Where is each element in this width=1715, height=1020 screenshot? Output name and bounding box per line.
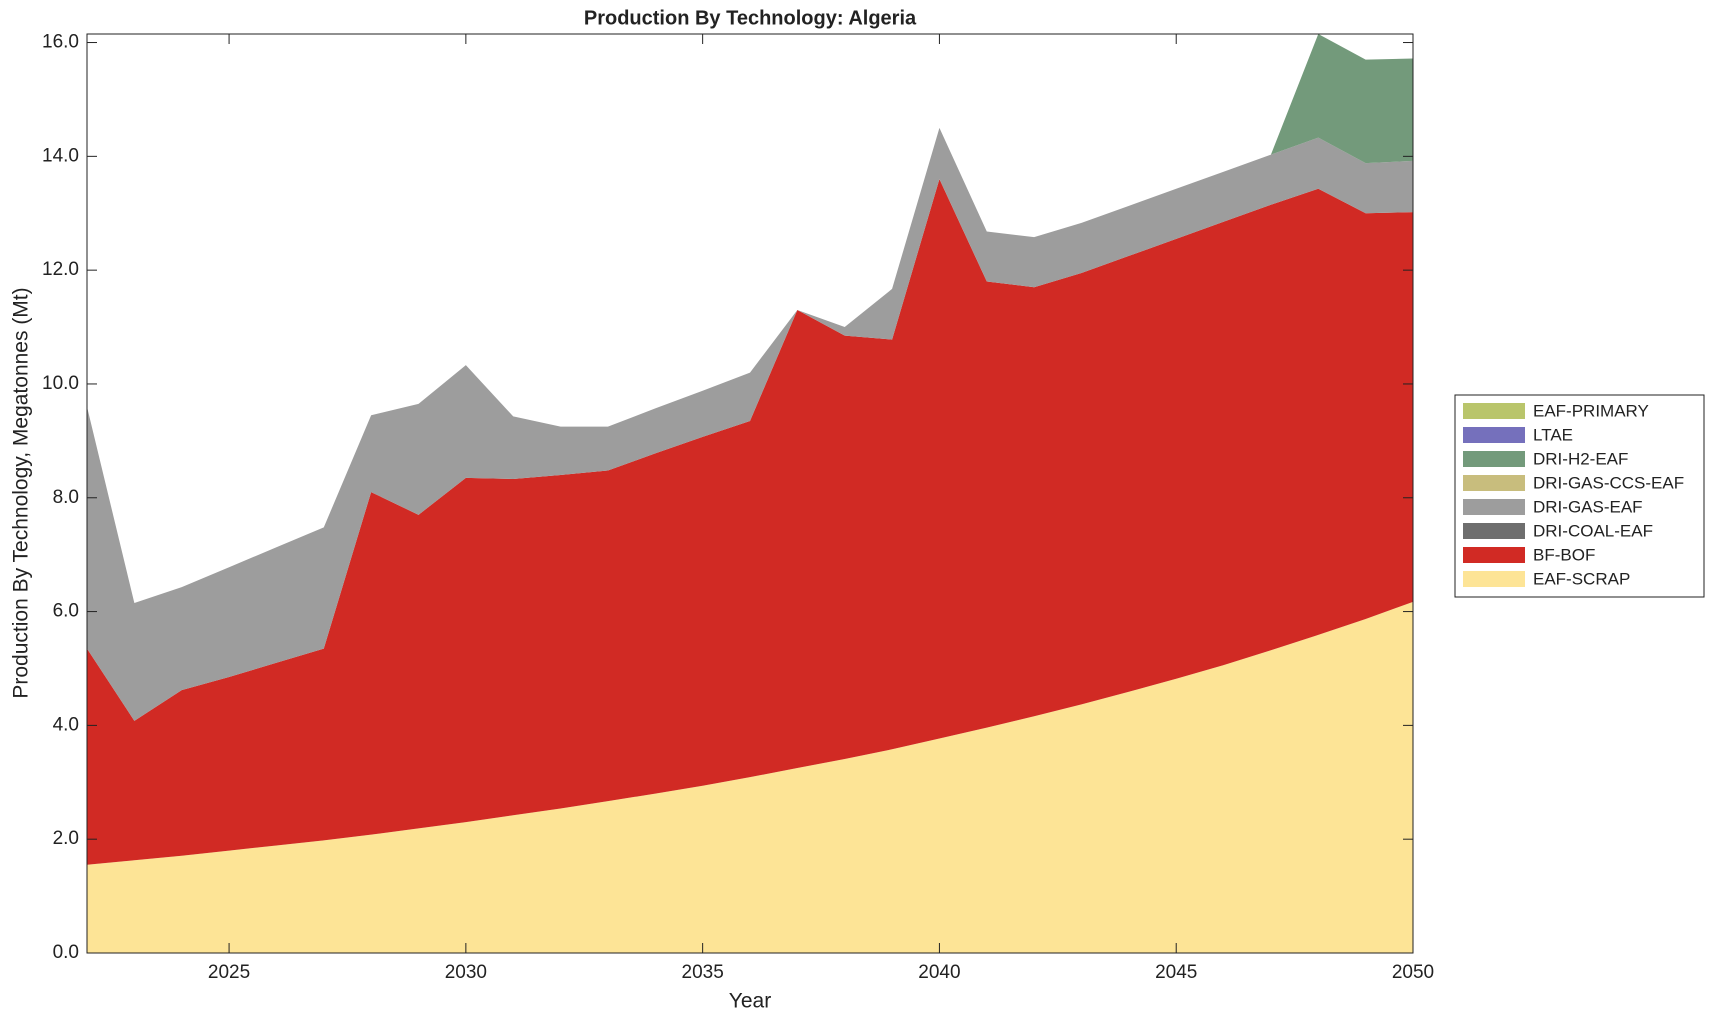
x-tick-label: 2045 xyxy=(1155,962,1197,983)
legend-swatch xyxy=(1463,499,1525,515)
legend-swatch xyxy=(1463,547,1525,563)
legend-label: DRI-GAS-EAF xyxy=(1533,497,1643,516)
legend-box xyxy=(1454,394,1705,598)
y-tick-label: 6.0 xyxy=(53,601,79,622)
x-tick-label: 2050 xyxy=(1392,962,1434,983)
plot-frame xyxy=(86,33,1414,954)
area xyxy=(87,127,1413,721)
legend-swatch xyxy=(1463,451,1525,467)
legend-label: DRI-GAS-CCS-EAF xyxy=(1533,473,1684,492)
legend-swatch xyxy=(1463,427,1525,443)
y-tick-label: 4.0 xyxy=(53,714,79,735)
legend-label: DRI-COAL-EAF xyxy=(1533,521,1653,540)
legend-swatch xyxy=(1463,403,1525,419)
x-axis-label: Year xyxy=(729,990,771,1013)
y-tick-label: 12.0 xyxy=(42,259,79,280)
y-tick-label: 14.0 xyxy=(42,145,79,166)
legend-label: EAF-SCRAP xyxy=(1533,569,1630,588)
legend-swatch xyxy=(1463,571,1525,587)
x-tick-label: 2040 xyxy=(918,962,960,983)
x-tick-label: 2025 xyxy=(208,962,250,983)
y-tick-label: 0.0 xyxy=(53,942,79,963)
y-tick-label: 8.0 xyxy=(53,487,79,508)
legend-label: LTAE xyxy=(1533,425,1573,444)
legend-swatch xyxy=(1463,523,1525,539)
legend-swatch xyxy=(1463,475,1525,491)
y-tick-label: 16.0 xyxy=(42,32,79,53)
y-axis-label: Production By Technology, Megatonnes (Mt… xyxy=(10,287,33,698)
x-tick-label: 2030 xyxy=(445,962,487,983)
x-tick-label: 2035 xyxy=(682,962,724,983)
legend-label: DRI-H2-EAF xyxy=(1533,449,1628,468)
area xyxy=(87,601,1413,953)
legend-label: BF-BOF xyxy=(1533,545,1595,564)
y-tick-label: 2.0 xyxy=(53,828,79,849)
legend-label: EAF-PRIMARY xyxy=(1533,401,1649,420)
y-tick-label: 10.0 xyxy=(42,373,79,394)
area xyxy=(87,179,1413,865)
chart-title: Production By Technology: Algeria xyxy=(584,7,917,29)
